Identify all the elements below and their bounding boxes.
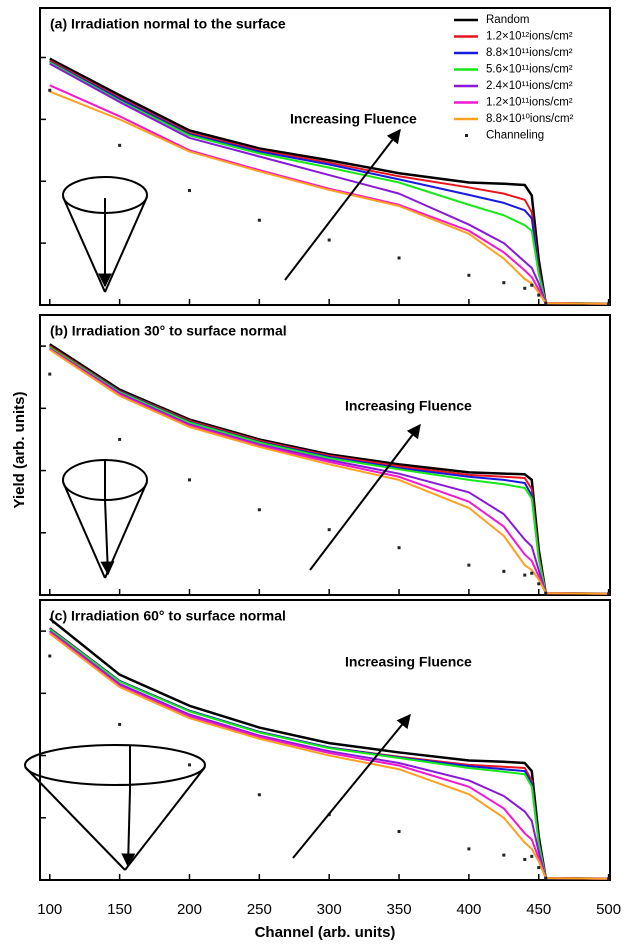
legend-label: 1.2×10¹²ions/cm² [486, 31, 573, 43]
legend-label: Channeling [486, 130, 544, 142]
channeling-point [118, 437, 122, 441]
annotation: Increasing Fluence [345, 654, 472, 670]
panel-title: (c) Irradiation 60° to surface normal [50, 608, 286, 624]
channeling-point [502, 281, 506, 285]
channeling-point [467, 563, 471, 567]
legend-label: Random [486, 14, 529, 26]
channeling-point [257, 793, 261, 797]
x-tick-label: 350 [387, 901, 412, 918]
annotation-arrow [284, 128, 401, 281]
legend-label: 5.6×10¹¹ions/cm² [486, 64, 573, 76]
channeling-point [397, 829, 401, 833]
channeling-point [257, 508, 261, 512]
series-line [49, 346, 609, 595]
channeling-point [530, 571, 534, 575]
x-tick-label: 150 [107, 901, 132, 918]
channeling-point [537, 866, 541, 870]
y-axis-label: Yield (arb. units) [11, 392, 28, 509]
series-line [49, 61, 609, 305]
channeling-point [607, 302, 611, 306]
series-line [49, 62, 609, 305]
legend-marker [465, 134, 468, 137]
channeling-point [467, 847, 471, 851]
legend-label: 8.8×10¹¹ions/cm² [486, 47, 573, 59]
channeling-point [607, 877, 611, 881]
x-axis-label: Channel (arb. units) [255, 924, 396, 941]
channeling-point [48, 654, 52, 658]
channeling-point [502, 569, 506, 573]
annotation: Increasing Fluence [345, 398, 472, 414]
channeling-point [397, 546, 401, 550]
channeling-point [118, 143, 122, 147]
x-tick-label: 500 [596, 901, 621, 918]
x-tick-label: 250 [247, 901, 272, 918]
channeling-point [327, 238, 331, 242]
channeling-point [257, 218, 261, 222]
x-tick-label: 100 [37, 901, 62, 918]
x-tick-label: 450 [526, 901, 551, 918]
channeling-point [48, 372, 52, 376]
series-line [49, 343, 609, 596]
channeling-point [607, 592, 611, 596]
series-line [49, 346, 609, 595]
panel-title: (b) Irradiation 30° to surface normal [50, 323, 287, 339]
legend-label: 1.2×10¹¹ions/cm² [486, 97, 573, 109]
series-line [49, 632, 609, 880]
channeling-point [537, 293, 541, 297]
channeling-point [523, 286, 527, 290]
annotation-arrow [309, 423, 421, 571]
channeling-point [544, 301, 548, 305]
channeling-point [118, 722, 122, 726]
channeling-point [544, 876, 548, 880]
series-line [49, 84, 609, 305]
legend-label: 8.8×10¹⁰ions/cm² [486, 113, 574, 125]
series-line [49, 628, 609, 880]
channeling-point [530, 283, 534, 287]
x-tick-label: 200 [177, 901, 202, 918]
annotation: Increasing Fluence [290, 111, 417, 127]
series-line [49, 57, 609, 306]
channeling-point [187, 189, 191, 193]
channeling-point [327, 528, 331, 532]
plot-frame [39, 599, 611, 881]
series-line [49, 349, 609, 595]
channeling-point [467, 273, 471, 277]
channeling-point [523, 857, 527, 861]
plot-frame [39, 7, 611, 306]
x-tick-label: 300 [317, 901, 342, 918]
channeling-point [544, 591, 548, 595]
annotation-arrow [292, 713, 411, 859]
panel-title: (a) Irradiation normal to the surface [50, 16, 286, 32]
channeling-point [187, 478, 191, 482]
cone-icon-b [62, 459, 148, 579]
series-line [49, 90, 609, 305]
channeling-point [530, 854, 534, 858]
legend-label: 2.4×10¹¹ions/cm² [486, 80, 573, 92]
series-line [49, 348, 609, 595]
channeling-point [397, 256, 401, 260]
series-line [49, 347, 609, 595]
channeling-point [537, 582, 541, 586]
series-line [49, 345, 609, 595]
series-line [49, 631, 609, 880]
x-tick-label: 400 [456, 901, 481, 918]
plot-frame [39, 314, 611, 596]
channeling-point [502, 853, 506, 857]
channeling-point [187, 763, 191, 767]
cone-icon-a [62, 176, 148, 293]
channeling-point [523, 573, 527, 577]
channeling-point [48, 88, 52, 92]
series-line [49, 630, 609, 880]
cone-icon-c [24, 744, 206, 871]
